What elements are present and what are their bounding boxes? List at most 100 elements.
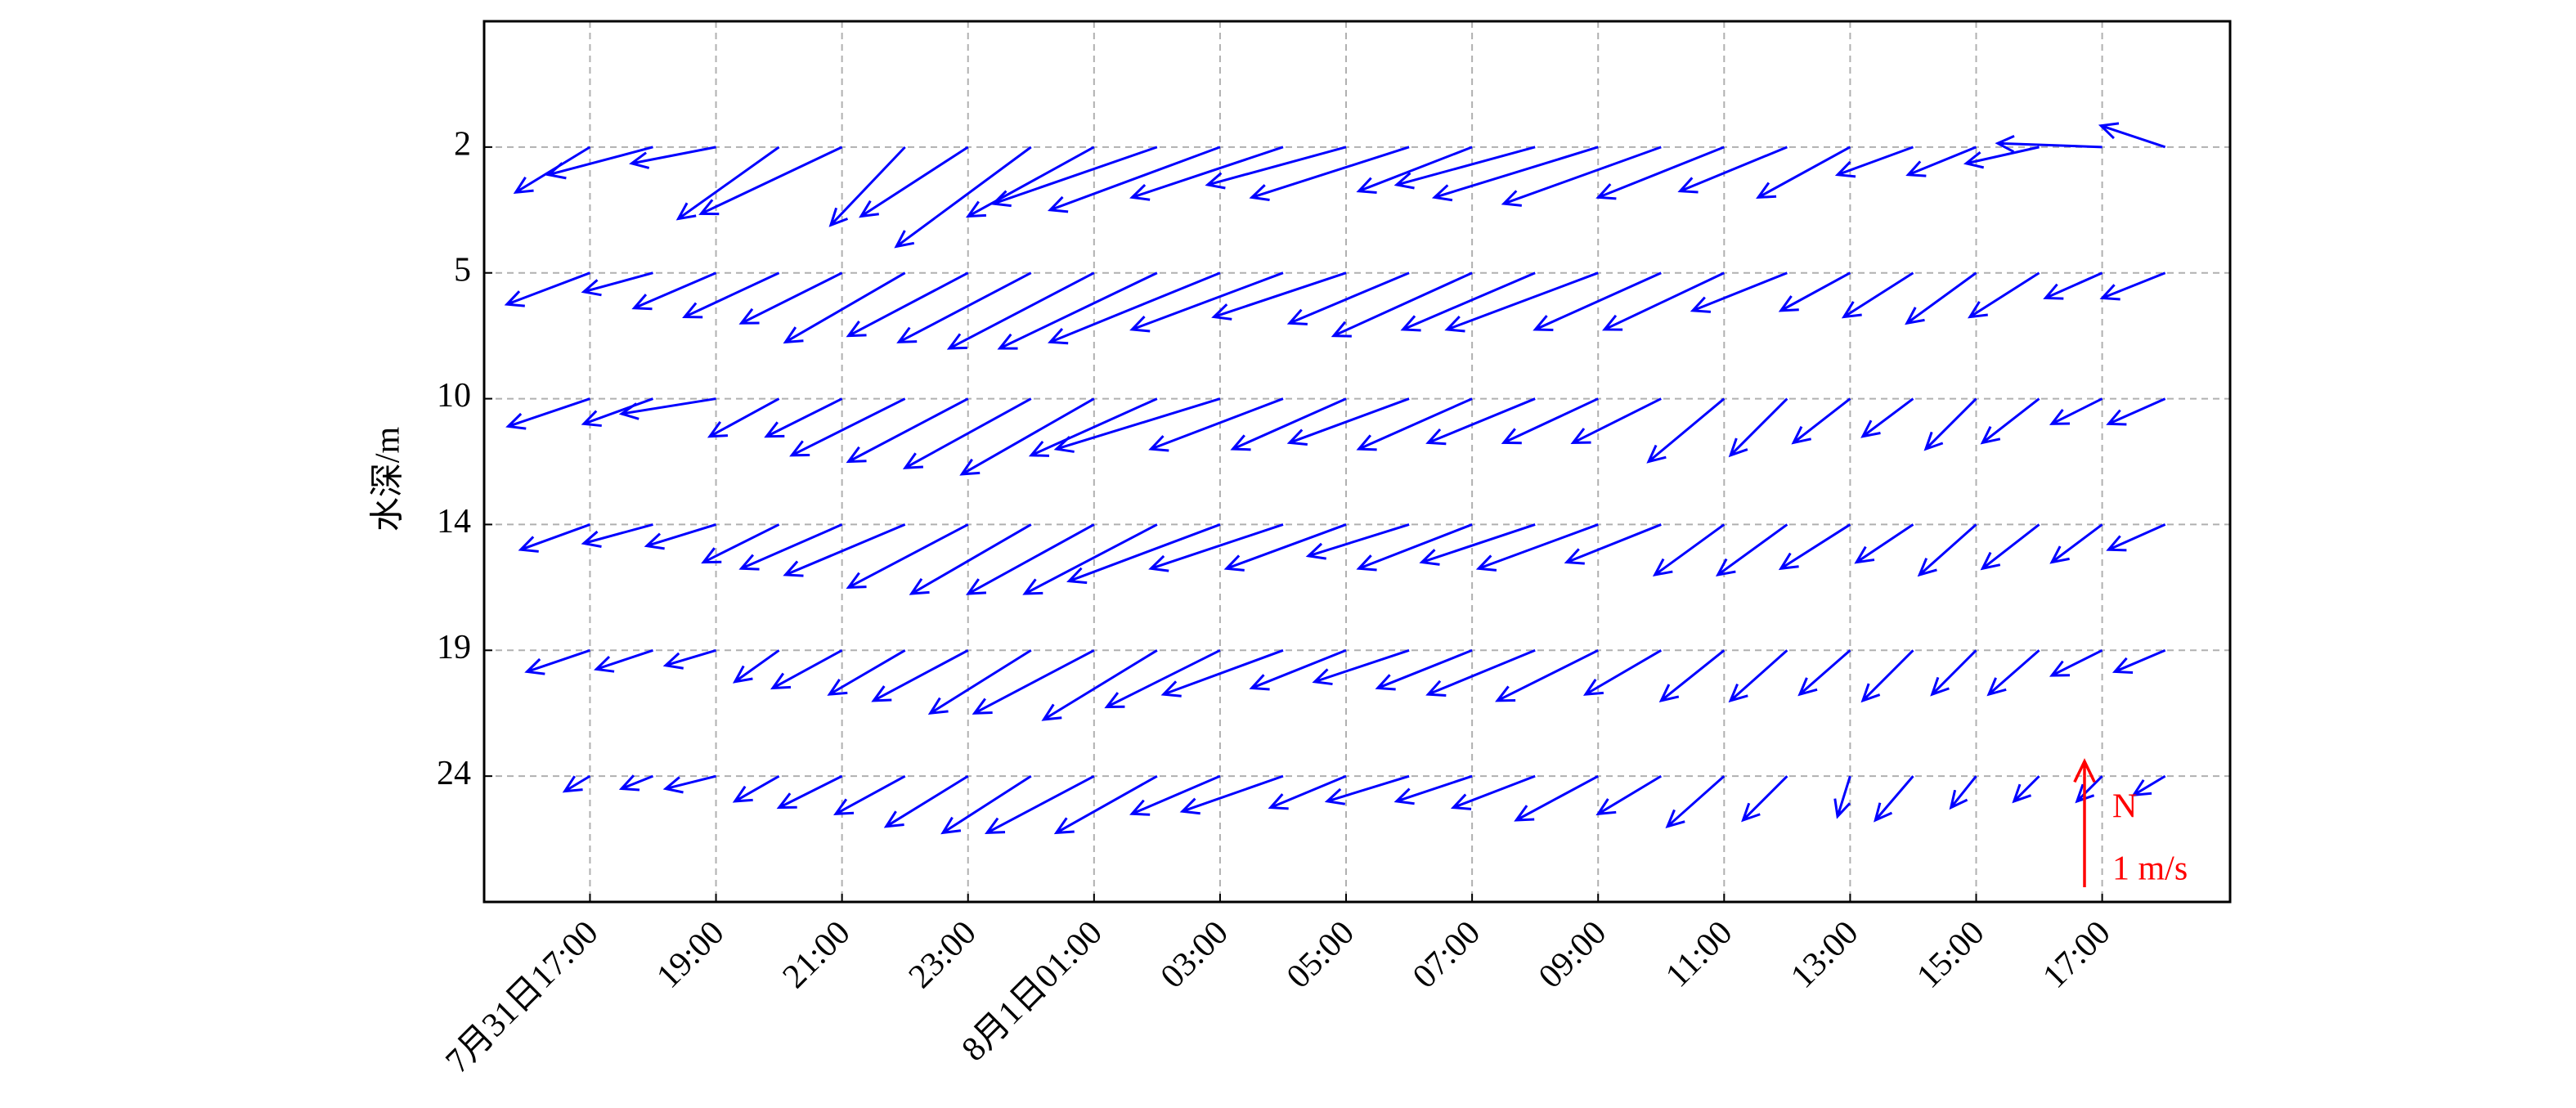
velocity-arrow xyxy=(1963,146,2040,169)
velocity-arrow xyxy=(1778,523,1851,571)
velocity-arrow xyxy=(871,648,969,702)
velocity-arrow xyxy=(1949,775,1977,810)
x-tick-label: 17:00 xyxy=(2035,914,2117,996)
velocity-arrow xyxy=(1324,774,1410,805)
velocity-arrow xyxy=(770,648,843,690)
velocity-arrow xyxy=(894,146,1032,249)
velocity-arrow xyxy=(1715,523,1788,576)
velocity-arrow xyxy=(1286,271,1410,325)
y-tick-label: 5 xyxy=(454,251,471,289)
velocity-arrow xyxy=(1356,397,1473,451)
velocity-arrow xyxy=(764,397,843,438)
velocity-arrow xyxy=(959,397,1095,476)
x-tick-label: 07:00 xyxy=(1406,914,1488,996)
velocity-arrow xyxy=(902,397,1032,469)
velocity-arrow xyxy=(1564,523,1662,565)
velocity-arrow xyxy=(1431,146,1599,202)
y-tick-label: 24 xyxy=(437,755,471,792)
velocity-arrow xyxy=(1728,397,1788,458)
velocity-arrow xyxy=(581,397,654,428)
velocity-arrow xyxy=(1028,397,1158,457)
velocity-arrow xyxy=(2043,271,2103,300)
velocity-arrow xyxy=(1968,271,2040,319)
velocity-arrow xyxy=(965,523,1095,595)
velocity-arrow xyxy=(1041,649,1158,721)
velocity-arrow xyxy=(2098,122,2166,149)
velocity-arrow xyxy=(2049,523,2103,564)
velocity-arrow xyxy=(1658,649,1726,702)
velocity-arrow xyxy=(1393,146,1536,190)
velocity-arrow xyxy=(1129,146,1284,201)
velocity-arrow xyxy=(701,523,780,564)
velocity-arrow xyxy=(1595,146,1725,200)
velocity-arrow xyxy=(783,523,906,577)
velocity-arrow xyxy=(618,397,716,420)
velocity-arrow xyxy=(698,146,843,216)
velocity-arrow xyxy=(1797,649,1851,697)
velocity-arrow xyxy=(990,146,1158,208)
velocity-arrow xyxy=(1905,146,1977,177)
velocity-arrow xyxy=(738,523,843,571)
velocity-arrow xyxy=(1874,775,1914,823)
velocity-arrow xyxy=(2106,397,2166,426)
velocity-arrow xyxy=(618,774,654,792)
velocity-arrow xyxy=(2099,271,2166,301)
velocity-arrow xyxy=(1917,523,1977,577)
velocity-arrow xyxy=(783,271,906,344)
velocity-arrow xyxy=(732,649,780,684)
x-tick-label: 05:00 xyxy=(1280,914,1362,996)
velocity-arrow xyxy=(985,774,1095,834)
velocity-arrow xyxy=(1129,774,1221,816)
velocity-arrow xyxy=(1450,774,1536,810)
velocity-arrow xyxy=(1230,397,1347,451)
velocity-arrow xyxy=(846,397,969,464)
velocity-arrow xyxy=(1249,146,1410,201)
velocity-arrow xyxy=(1356,146,1473,194)
velocity-arrow xyxy=(1665,775,1726,828)
velocity-arrow xyxy=(662,774,716,794)
velocity-arrow xyxy=(1854,523,1914,564)
velocity-arrow xyxy=(909,523,1032,595)
velocity-arrow xyxy=(1495,648,1599,702)
velocity-arrow xyxy=(1148,397,1284,452)
velocity-arrow xyxy=(545,146,653,180)
velocity-arrow xyxy=(883,774,969,828)
velocity-arrow xyxy=(1475,523,1599,572)
velocity-arrow xyxy=(1419,523,1536,566)
velocity-arrow xyxy=(828,146,906,227)
velocity-arrow xyxy=(1834,146,1914,178)
velocity-arrow xyxy=(1211,271,1347,321)
y-axis-label: 水深/m xyxy=(370,427,407,532)
y-tick-label: 2 xyxy=(454,125,471,163)
velocity-arrow xyxy=(1652,523,1726,576)
velocity-arrow xyxy=(827,648,906,696)
y-tick-label: 19 xyxy=(437,629,471,666)
velocity-arrow xyxy=(1778,271,1851,312)
velocity-arrow xyxy=(1841,271,1914,319)
velocity-arrow xyxy=(1444,271,1599,333)
velocity-arrow xyxy=(1570,397,1662,444)
velocity-arrow xyxy=(1980,397,2040,445)
velocity-arrow xyxy=(629,146,716,169)
velocity-arrow xyxy=(707,397,780,438)
velocity-arrow xyxy=(1053,397,1221,453)
velocity-arrow xyxy=(1223,523,1347,572)
velocity-arrow xyxy=(2012,775,2040,804)
x-tick-label: 15:00 xyxy=(1910,914,1991,996)
velocity-arrow xyxy=(1533,271,1662,332)
velocity-arrow xyxy=(1356,523,1473,572)
velocity-arrow xyxy=(1331,271,1473,338)
velocity-arrow xyxy=(2131,774,2166,796)
x-tick-label: 13:00 xyxy=(1784,914,1865,996)
velocity-arrow xyxy=(1286,397,1410,446)
velocity-arrow xyxy=(940,774,1032,835)
velocity-arrow xyxy=(1728,649,1788,703)
x-tick-label: 03:00 xyxy=(1154,914,1236,996)
velocity-arrow xyxy=(1986,649,2040,697)
velocity-arrow xyxy=(682,271,780,319)
velocity-arrow xyxy=(2106,523,2166,552)
velocity-arrow xyxy=(2075,775,2103,804)
velocity-arrow xyxy=(1860,649,1914,703)
x-tick-label: 23:00 xyxy=(902,914,984,996)
velocity-arrow xyxy=(631,271,717,311)
